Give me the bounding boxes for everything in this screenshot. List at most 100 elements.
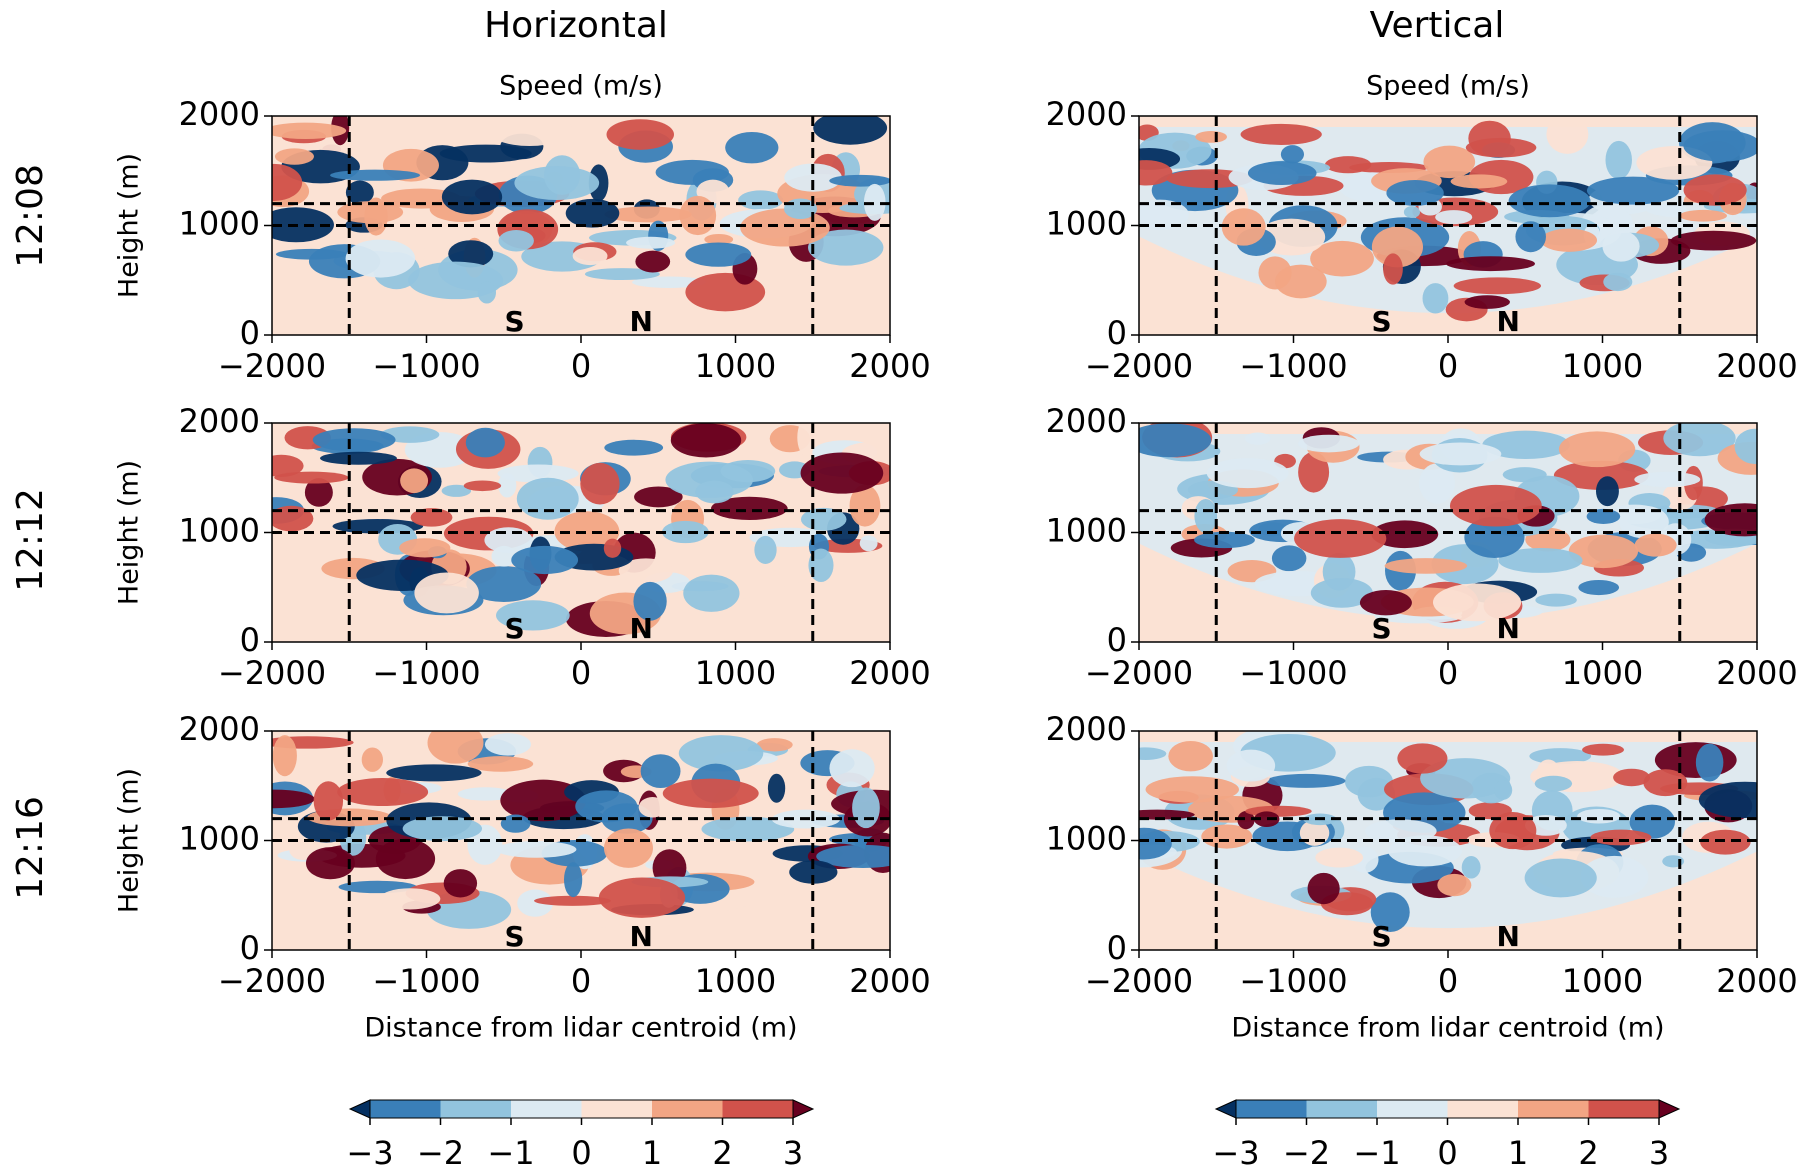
field-blob <box>565 198 620 228</box>
field-blob <box>784 163 842 192</box>
field-blob <box>767 773 786 803</box>
annotation: N <box>630 920 653 953</box>
field-blob <box>1139 160 1173 186</box>
field-blob <box>1359 590 1412 616</box>
colorbar-segment <box>1236 1100 1307 1118</box>
field-blob <box>1613 768 1651 787</box>
field-blob <box>1464 295 1510 309</box>
field-blob <box>1515 221 1546 253</box>
field-blob <box>678 735 764 772</box>
field-blob <box>272 207 334 243</box>
x-tick-label: 1000 <box>695 962 776 1000</box>
annotation: N <box>630 305 653 338</box>
field-blob <box>516 477 579 520</box>
field-blob <box>662 778 759 809</box>
field-blob <box>1315 847 1364 868</box>
field-blob <box>1679 209 1728 222</box>
field-blob <box>1275 264 1327 299</box>
field-blob <box>1201 824 1253 849</box>
colorbar-tick-label: −1 <box>487 1134 534 1171</box>
field-blob <box>808 229 884 266</box>
field-blob <box>1502 467 1547 483</box>
field-blob <box>863 183 886 221</box>
field-blob <box>1139 827 1172 860</box>
field-blob <box>626 236 676 249</box>
y-tick-label: 2000 <box>179 402 260 440</box>
field-blob <box>399 538 451 558</box>
field-blob <box>313 781 344 821</box>
field-blob <box>274 471 349 484</box>
field-blob <box>1577 808 1621 824</box>
y-tick-label: 2000 <box>179 95 260 133</box>
y-tick-label: 1000 <box>1046 512 1127 550</box>
x-tick-label: 2000 <box>1716 347 1797 385</box>
x-tick-label: −1000 <box>1239 962 1347 1000</box>
field-blob <box>604 439 664 456</box>
y-tick-label: 2000 <box>179 710 260 748</box>
field-blob <box>604 206 692 223</box>
field-blob <box>1464 516 1525 559</box>
field-blob <box>337 201 404 224</box>
annotation: N <box>1497 920 1520 953</box>
x-tick-label: 1000 <box>1562 654 1643 692</box>
colorbar-tick-label: 2 <box>712 1134 732 1171</box>
field-blob <box>466 566 542 602</box>
column-title: Horizontal <box>484 5 668 46</box>
annotation: N <box>630 612 653 645</box>
field-blob <box>345 180 374 205</box>
field-blob <box>1247 161 1317 186</box>
field-blob <box>534 895 611 906</box>
field-blob <box>427 731 484 764</box>
field-blob <box>655 159 729 185</box>
x-tick-label: −1000 <box>372 654 480 692</box>
field-blob <box>375 838 436 880</box>
field-blob <box>514 166 600 201</box>
y-tick-label: 0 <box>1107 314 1127 352</box>
field-blob <box>1139 747 1167 760</box>
field-blob <box>511 545 579 575</box>
field-blob <box>859 535 878 552</box>
field-blob <box>386 764 482 782</box>
field-blob <box>496 600 570 631</box>
y-tick-label: 2000 <box>1046 710 1127 748</box>
y-tick-label: 2000 <box>1046 95 1127 133</box>
field-blob <box>484 733 532 756</box>
colorbar-tick-label: −2 <box>1283 1134 1330 1171</box>
y-tick-label: 0 <box>240 621 260 659</box>
annotation: S <box>1371 612 1391 645</box>
row-title: 12:08 <box>10 164 51 268</box>
field-blob <box>272 454 304 477</box>
annotation: S <box>504 305 524 338</box>
field-blob <box>1734 428 1757 464</box>
colorbar-segment <box>1306 1100 1377 1118</box>
colorbar-segment <box>581 1100 652 1118</box>
colorbar-tick-label: 1 <box>642 1134 662 1171</box>
field-blob <box>1494 780 1513 800</box>
x-tick-label: −2000 <box>1085 347 1193 385</box>
field-blob <box>320 451 397 465</box>
field-blob <box>1371 520 1439 549</box>
field-blob <box>1386 180 1444 206</box>
field-blob <box>500 814 531 833</box>
field <box>272 731 890 950</box>
colorbar-tick-label: 2 <box>1578 1134 1598 1171</box>
field-blob <box>1403 206 1421 219</box>
x-label: Distance from lidar centroid (m) <box>364 1013 797 1044</box>
field-blob <box>1524 858 1597 898</box>
colorbar-tick-label: −3 <box>1212 1134 1259 1171</box>
field-blob <box>477 281 497 304</box>
colorbar-segment <box>1377 1100 1448 1118</box>
field-blob <box>670 423 742 458</box>
field-blob <box>1422 283 1449 314</box>
y-tick-label: 0 <box>1107 929 1127 967</box>
colorbar-tick-label: 3 <box>783 1134 803 1171</box>
field-blob <box>634 486 683 508</box>
field-blob <box>1446 256 1535 272</box>
field-blob <box>1298 451 1330 493</box>
field-blob <box>1553 460 1649 490</box>
x-tick-label: 0 <box>1438 347 1458 385</box>
field-blob <box>1370 892 1410 932</box>
field-blob <box>813 116 888 145</box>
field-blob <box>1663 423 1736 457</box>
annotation: S <box>504 612 524 645</box>
